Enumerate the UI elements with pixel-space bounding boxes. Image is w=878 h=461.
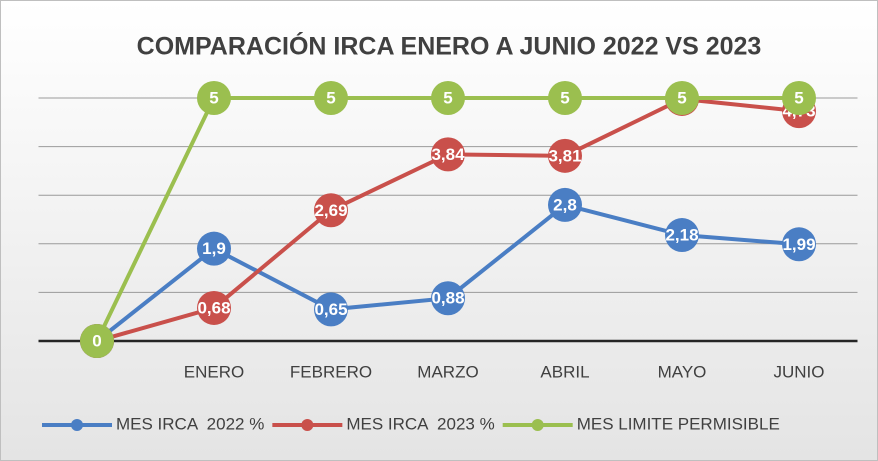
data-point <box>782 227 816 262</box>
data-label: 5 <box>209 88 218 107</box>
data-point <box>431 137 465 172</box>
chart-title: COMPARACIÓN IRCA ENERO A JUNIO 2022 VS 2… <box>137 31 762 61</box>
legend-label: MES LIMITE PERMISIBLE <box>577 414 780 433</box>
data-point <box>197 231 231 266</box>
data-label: 0,68 <box>197 298 230 317</box>
data-point <box>548 81 582 115</box>
data-label: 0,65 <box>314 300 347 319</box>
data-point <box>665 81 699 115</box>
legend-marker <box>531 419 544 431</box>
data-label: 2,18 <box>665 226 698 245</box>
data-label: 5 <box>677 88 686 107</box>
data-point <box>548 138 582 173</box>
data-point <box>197 290 231 325</box>
data-label: 1,9 <box>202 239 226 258</box>
legend-label: MES IRCA 2022 % <box>116 414 264 433</box>
data-point <box>314 81 348 115</box>
data-point <box>548 187 582 222</box>
legend-label: MES IRCA 2023 % <box>346 414 494 433</box>
data-point <box>782 81 816 115</box>
data-label: 3,81 <box>548 146 581 165</box>
data-label: 5 <box>560 88 569 107</box>
data-label: 5 <box>443 88 452 107</box>
data-point <box>314 292 348 327</box>
data-point <box>314 193 348 228</box>
x-tick-label: ENERO <box>184 362 244 381</box>
data-label: 5 <box>326 88 335 107</box>
x-tick-label: FEBRERO <box>290 362 372 381</box>
data-point <box>197 81 231 115</box>
x-tick-label: MAYO <box>658 362 707 381</box>
data-label: 3,84 <box>431 145 465 164</box>
data-label: 2,8 <box>553 195 577 214</box>
data-label: 2,69 <box>314 201 347 220</box>
data-label: 0 <box>92 331 101 350</box>
data-point <box>431 281 465 316</box>
data-point <box>665 218 699 253</box>
legend-marker <box>71 419 83 431</box>
x-tick-label: JUNIO <box>774 362 825 381</box>
data-label: 0,88 <box>431 289 464 308</box>
data-point <box>80 324 114 358</box>
x-tick-label: MARZO <box>417 362 478 381</box>
x-tick-label: ABRIL <box>540 362 589 381</box>
data-point <box>431 81 465 115</box>
data-label: 1,99 <box>782 235 815 254</box>
data-label: 5 <box>794 88 803 107</box>
legend-marker <box>301 419 314 431</box>
